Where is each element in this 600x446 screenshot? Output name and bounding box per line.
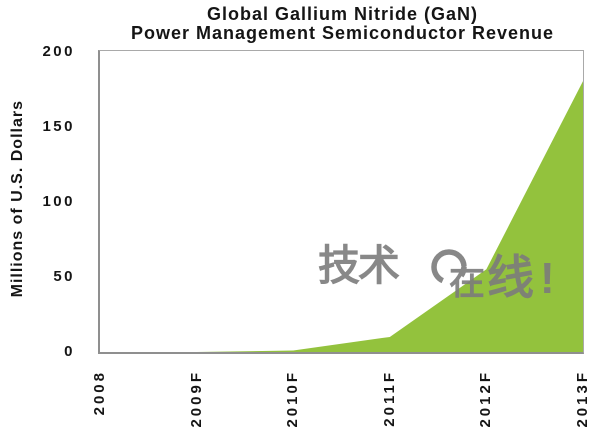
chart-title-line2: Power Management Semiconductor Revenue [130, 23, 555, 43]
y-tick-label-200: 200 [42, 43, 75, 60]
revenue-area-shape [100, 81, 583, 352]
y-tick-label-150: 150 [42, 118, 75, 135]
x-tick-label-2009F: 2009F [187, 370, 205, 428]
x-tick-label-2010F: 2010F [284, 370, 302, 428]
x-tick-label-2013F: 2013F [574, 370, 591, 428]
plot-area [98, 50, 584, 354]
chart-title-line1: Global Gallium Nitride (GaN) [206, 4, 479, 24]
chart-title: Global Gallium Nitride (GaN) Power Manag… [90, 5, 595, 43]
x-tick-label-2011F: 2011F [380, 370, 398, 427]
x-tick-label-2008: 2008 [91, 370, 108, 416]
x-tick-label-2012F: 2012F [477, 370, 495, 428]
revenue-area-chart [100, 81, 583, 352]
y-tick-label-0: 0 [64, 343, 75, 360]
y-tick-label-50: 50 [53, 268, 75, 285]
y-tick-label-100: 100 [42, 193, 75, 210]
